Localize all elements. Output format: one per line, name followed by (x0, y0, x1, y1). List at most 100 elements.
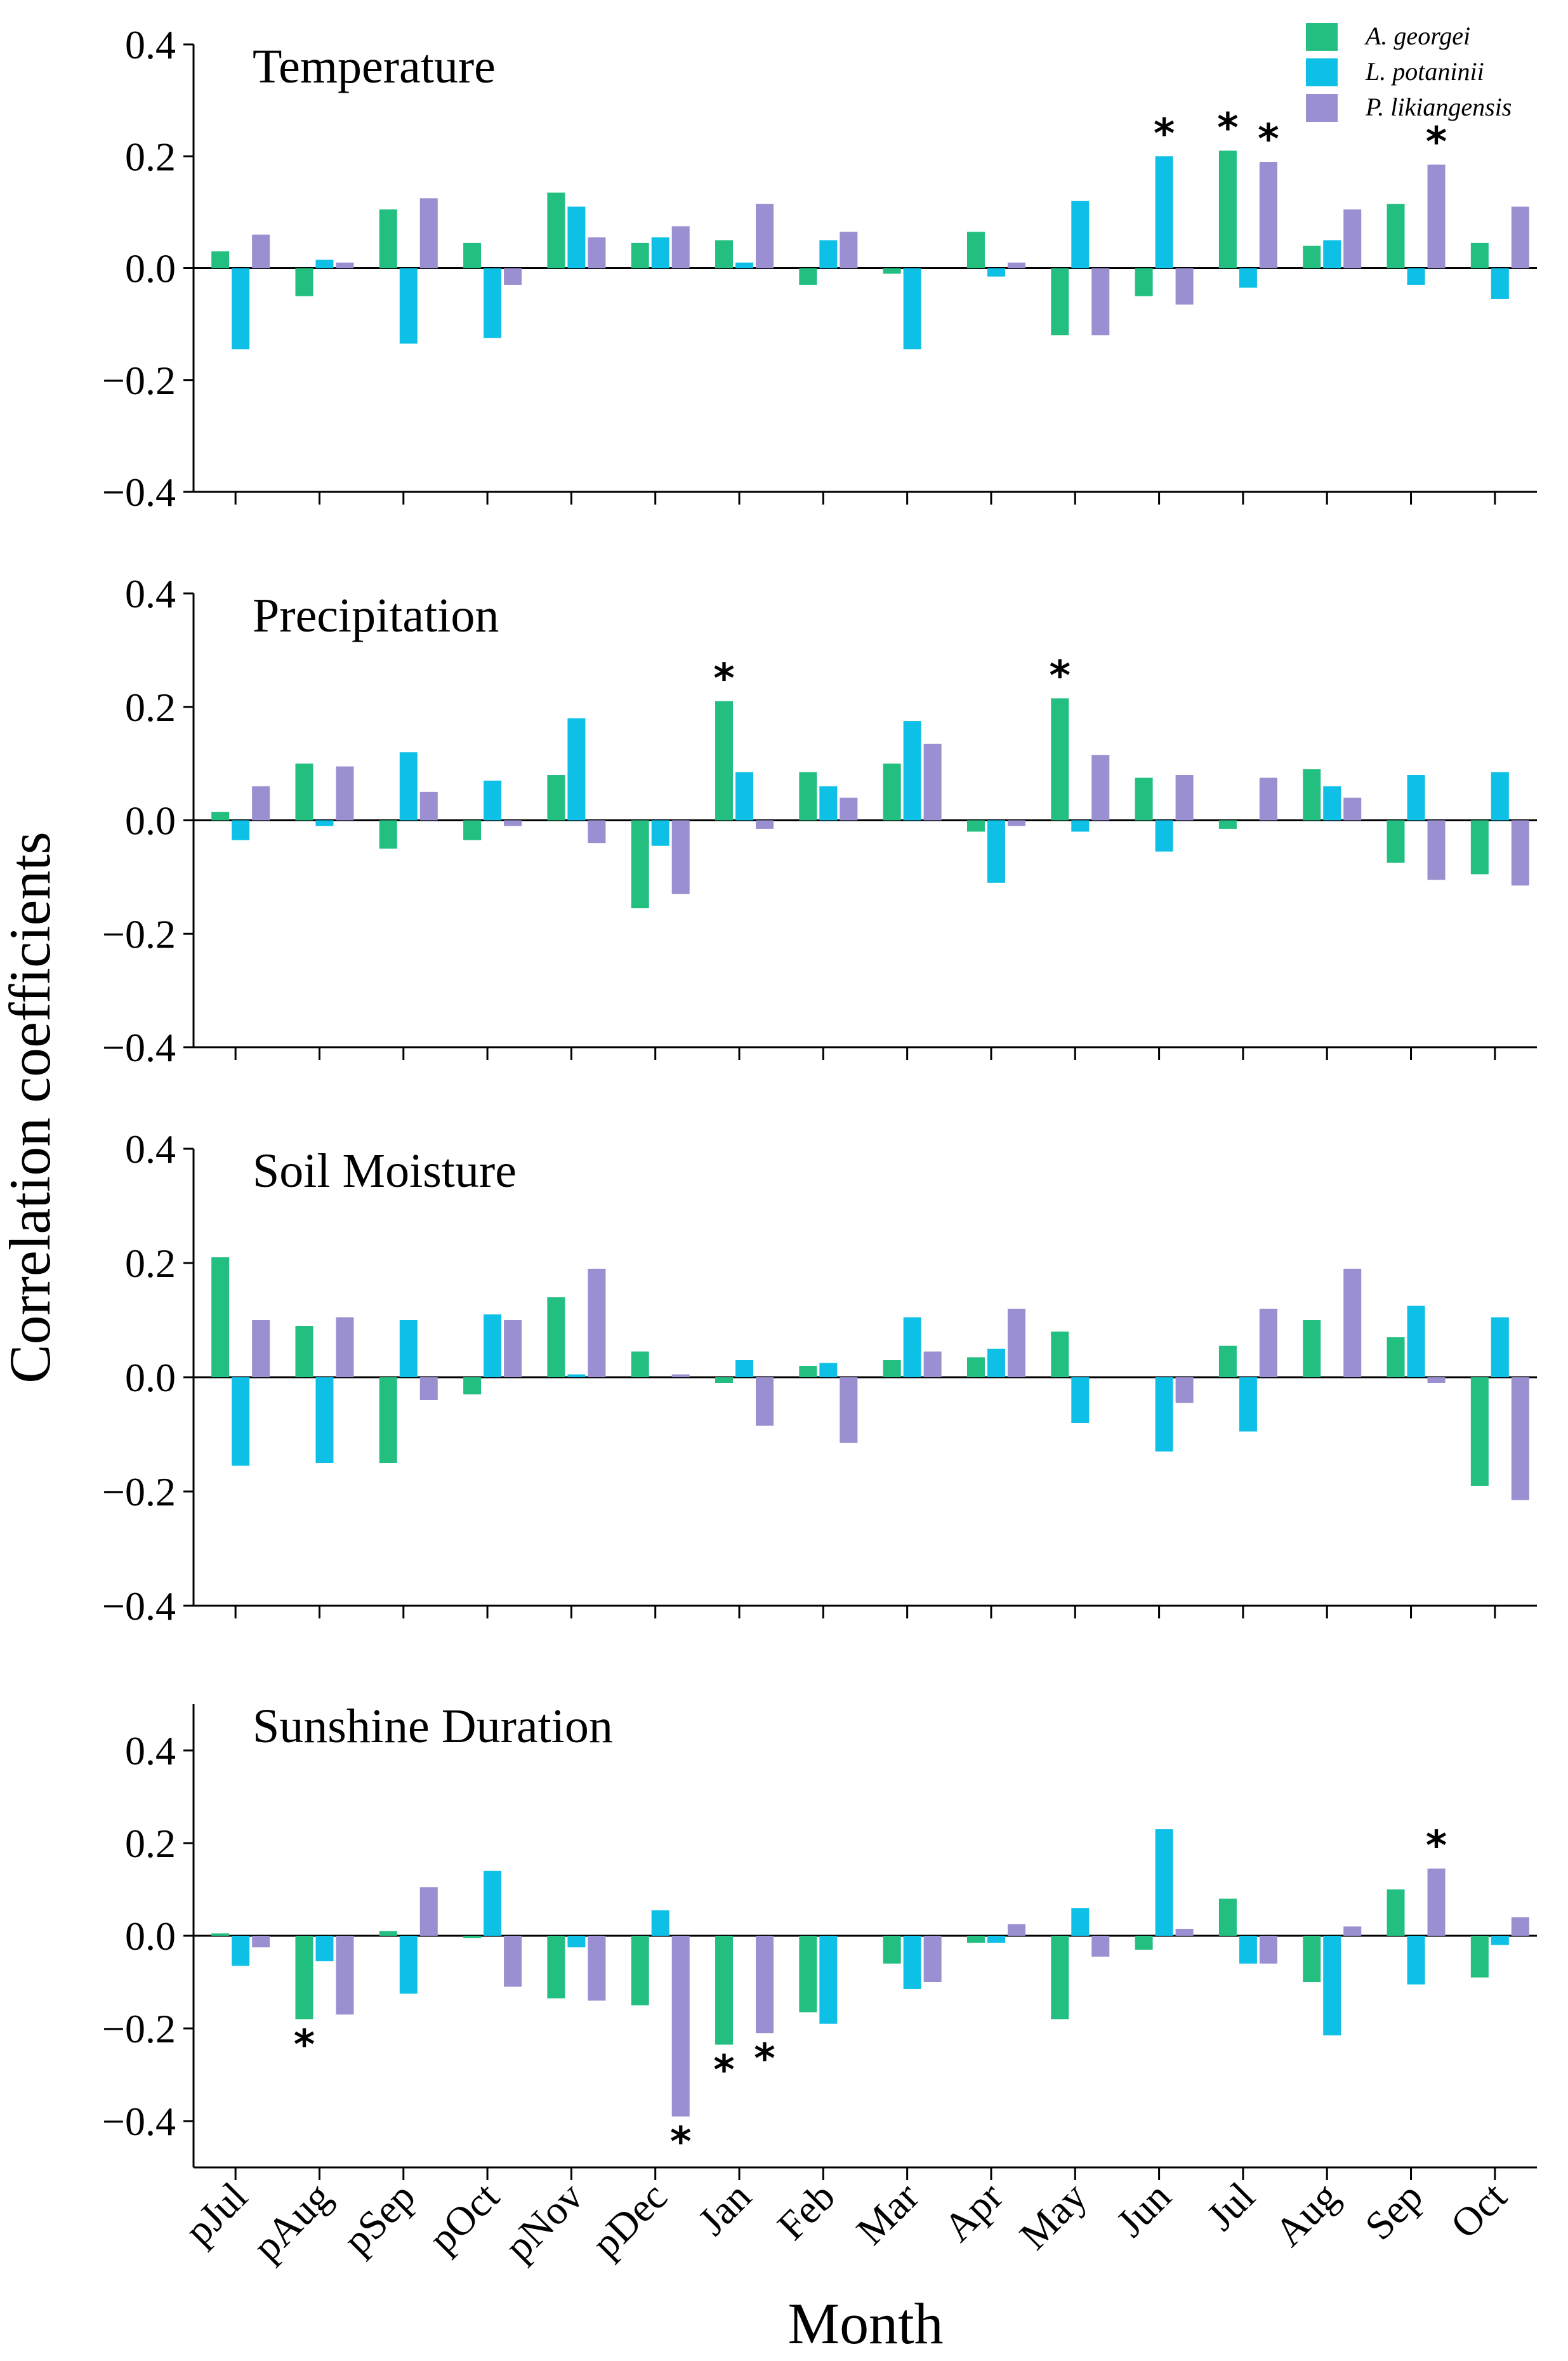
bar-temperature-pdec-p-likiangensis (671, 226, 690, 268)
y-tick-label: 0.0 (125, 1914, 176, 1959)
bar-precipitation-paug-p-likiangensis (336, 766, 354, 821)
month-label-jan: Jan (689, 2174, 760, 2244)
bar-sunshine-duration-pnov-p-likiangensis (588, 1936, 606, 2001)
bar-precipitation-pnov-p-likiangensis (588, 820, 606, 843)
bar-sunshine-duration-pnov-a-georgei (547, 1936, 565, 1999)
bar-soil-moisture-pjul-p-likiangensis (252, 1320, 270, 1377)
y-tick-label: −0.4 (102, 470, 176, 515)
month-label-psep: pSep (334, 2174, 424, 2263)
x-axis-title: Month (787, 2291, 943, 2356)
bar-soil-moisture-psep-a-georgei (379, 1377, 397, 1463)
bar-sunshine-duration-jun-l-potaninii (1155, 1829, 1173, 1936)
bar-temperature-jul-l-potaninii (1239, 268, 1257, 288)
bar-sunshine-duration-aug-l-potaninii (1323, 1936, 1341, 2035)
bar-sunshine-duration-oct-p-likiangensis (1511, 1917, 1529, 1936)
bar-precipitation-jul-a-georgei (1218, 820, 1237, 829)
bar-temperature-sep-p-likiangensis (1427, 164, 1446, 268)
bar-temperature-may-a-georgei (1051, 268, 1069, 336)
bar-precipitation-apr-p-likiangensis (1007, 820, 1025, 826)
bar-precipitation-may-p-likiangensis (1091, 755, 1110, 821)
bar-soil-moisture-jul-l-potaninii (1239, 1377, 1257, 1432)
significance-marker: * (1050, 652, 1071, 699)
bar-precipitation-feb-a-georgei (799, 772, 817, 821)
bar-soil-moisture-psep-l-potaninii (399, 1320, 418, 1377)
bar-temperature-poct-p-likiangensis (504, 268, 522, 285)
bar-temperature-jan-l-potaninii (735, 262, 754, 268)
bar-temperature-psep-a-georgei (379, 209, 397, 268)
bar-temperature-pjul-p-likiangensis (252, 234, 270, 268)
bar-sunshine-duration-feb-a-georgei (799, 1936, 817, 2013)
month-label-feb: Feb (768, 2174, 843, 2249)
bar-temperature-paug-p-likiangensis (336, 262, 354, 268)
month-label-aug: Aug (1266, 2174, 1347, 2255)
bar-soil-moisture-apr-p-likiangensis (1007, 1309, 1025, 1377)
y-tick-label: 0.2 (125, 1241, 176, 1286)
bar-sunshine-duration-jul-a-georgei (1218, 1898, 1237, 1936)
bar-temperature-mar-l-potaninii (903, 268, 921, 350)
bar-sunshine-duration-pjul-a-georgei (211, 1933, 230, 1936)
bar-temperature-aug-a-georgei (1303, 246, 1321, 268)
month-label-mar: Mar (848, 2174, 928, 2254)
bar-soil-moisture-mar-l-potaninii (903, 1317, 921, 1377)
bar-temperature-psep-l-potaninii (399, 268, 418, 344)
bar-temperature-apr-l-potaninii (987, 268, 1005, 277)
month-label-oct: Oct (1442, 2174, 1515, 2247)
bar-temperature-jun-a-georgei (1135, 268, 1153, 296)
significance-marker: * (1217, 105, 1238, 152)
bar-temperature-may-p-likiangensis (1091, 268, 1110, 336)
bar-sunshine-duration-psep-p-likiangensis (419, 1887, 438, 1936)
y-tick-label: 0.4 (125, 1728, 176, 1773)
bar-precipitation-pdec-l-potaninii (651, 820, 669, 846)
month-label-pdec: pDec (583, 2174, 676, 2266)
bar-temperature-apr-p-likiangensis (1007, 262, 1025, 268)
bar-temperature-oct-p-likiangensis (1511, 206, 1529, 268)
significance-marker: * (1258, 116, 1279, 163)
panel-temperature: 0.4 0.2 0.0 −0.2 −0.4 Temperature * * * * (102, 22, 1537, 515)
bar-sunshine-duration-mar-a-georgei (883, 1936, 901, 1964)
bar-sunshine-duration-may-l-potaninii (1071, 1908, 1090, 1936)
bar-sunshine-duration-aug-p-likiangensis (1343, 1926, 1362, 1936)
bar-temperature-feb-l-potaninii (819, 240, 838, 268)
bar-precipitation-sep-a-georgei (1387, 820, 1405, 863)
bar-precipitation-pjul-p-likiangensis (252, 786, 270, 821)
bar-sunshine-duration-feb-l-potaninii (819, 1936, 838, 2024)
bar-soil-moisture-oct-l-potaninii (1491, 1317, 1509, 1377)
bar-soil-moisture-oct-a-georgei (1470, 1377, 1489, 1486)
bar-temperature-poct-l-potaninii (484, 268, 502, 338)
panel-precipitation: 0.4 0.2 0.0 −0.2 −0.4 Precipitation * * (102, 571, 1537, 1070)
bar-precipitation-paug-a-georgei (295, 764, 313, 821)
month-label-paug: pAug (244, 2174, 340, 2270)
y-tick-label: −0.2 (102, 2006, 176, 2051)
bar-sunshine-duration-mar-p-likiangensis (923, 1936, 942, 1982)
bar-precipitation-pnov-a-georgei (547, 775, 565, 821)
significance-marker: * (1154, 110, 1175, 157)
panel-sunshine-duration: 0.4 0.2 0.0 −0.2 −0.4 Sunshine Duration * * * * * (102, 1700, 1537, 2180)
bar-precipitation-jul-p-likiangensis (1259, 777, 1277, 821)
bar-sunshine-duration-jul-p-likiangensis (1259, 1936, 1277, 1964)
month-label-pnov: pNov (496, 2174, 592, 2270)
bar-soil-moisture-jan-p-likiangensis (756, 1377, 774, 1426)
bar-precipitation-jan-p-likiangensis (756, 820, 774, 829)
bar-temperature-paug-a-georgei (295, 268, 313, 296)
bar-temperature-pnov-p-likiangensis (588, 237, 606, 268)
bar-temperature-feb-p-likiangensis (840, 232, 858, 268)
bar-soil-moisture-feb-p-likiangensis (840, 1377, 858, 1443)
bar-soil-moisture-mar-p-likiangensis (923, 1351, 942, 1377)
bar-temperature-aug-p-likiangensis (1343, 209, 1362, 268)
bar-soil-moisture-paug-l-potaninii (315, 1377, 334, 1463)
bar-temperature-oct-a-georgei (1470, 242, 1489, 268)
bar-soil-moisture-sep-a-georgei (1387, 1337, 1405, 1377)
bar-sunshine-duration-pdec-p-likiangensis (671, 1936, 690, 2117)
y-tick-label: 0.0 (125, 246, 176, 291)
y-tick-label: −0.4 (102, 1584, 176, 1629)
bar-temperature-jan-a-georgei (715, 240, 734, 268)
bar-soil-moisture-mar-a-georgei (883, 1360, 901, 1377)
bar-soil-moisture-pnov-p-likiangensis (588, 1269, 606, 1377)
bar-soil-moisture-pnov-a-georgei (547, 1297, 565, 1377)
bar-temperature-mar-a-georgei (883, 268, 901, 274)
bar-precipitation-may-a-georgei (1051, 698, 1069, 821)
bar-soil-moisture-aug-p-likiangensis (1343, 1269, 1362, 1377)
significance-marker: * (1426, 1823, 1447, 1870)
bar-temperature-pjul-l-potaninii (232, 268, 250, 350)
